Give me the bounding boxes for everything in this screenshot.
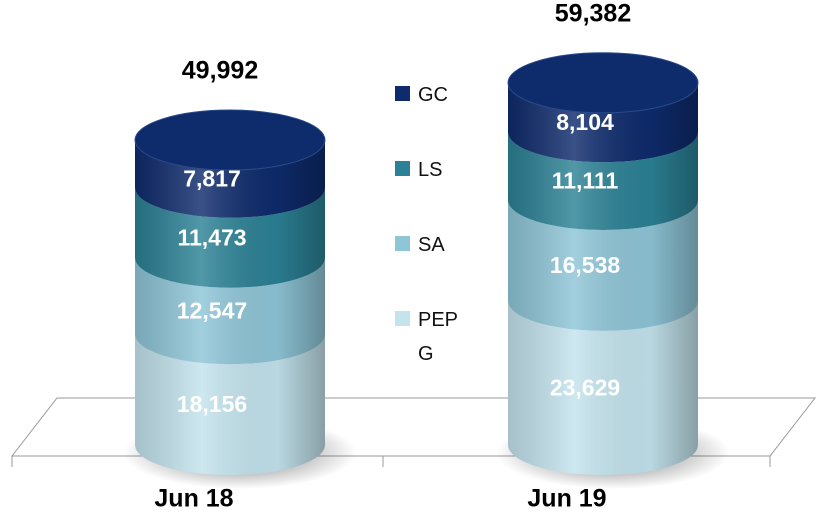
x-tick-label: Jun 19 — [527, 485, 606, 513]
legend-swatch — [395, 311, 410, 326]
data-label: 11,111 — [552, 168, 619, 194]
cylinder-shade — [135, 140, 325, 475]
data-label: 12,547 — [177, 298, 247, 324]
legend-label: LS — [418, 159, 443, 181]
total-label: 49,992 — [182, 57, 258, 85]
data-label: 18,156 — [177, 391, 247, 417]
legend-swatch — [395, 236, 410, 251]
legend-item: PEPG — [395, 303, 475, 378]
data-label: 7,817 — [183, 165, 241, 191]
legend-item: SA — [395, 228, 475, 303]
legend-swatch — [395, 86, 410, 101]
legend-item: LS — [395, 153, 475, 228]
legend-label: GC — [418, 84, 448, 106]
data-label: 8,104 — [556, 109, 614, 135]
legend: GC LS SA PEPG — [395, 78, 475, 378]
cylinder-top — [507, 52, 699, 114]
legend-swatch — [395, 161, 410, 176]
legend-label: PEPG — [418, 309, 459, 365]
data-label: 11,473 — [177, 224, 246, 250]
total-label: 59,382 — [555, 0, 631, 27]
x-tick-label: Jun 18 — [154, 485, 233, 513]
legend-item: GC — [395, 78, 475, 153]
data-label: 23,629 — [550, 375, 620, 401]
cylinder-top — [134, 109, 326, 171]
legend-label: SA — [418, 234, 445, 256]
data-label: 16,538 — [550, 252, 621, 278]
cylinder-shade — [508, 82, 698, 475]
